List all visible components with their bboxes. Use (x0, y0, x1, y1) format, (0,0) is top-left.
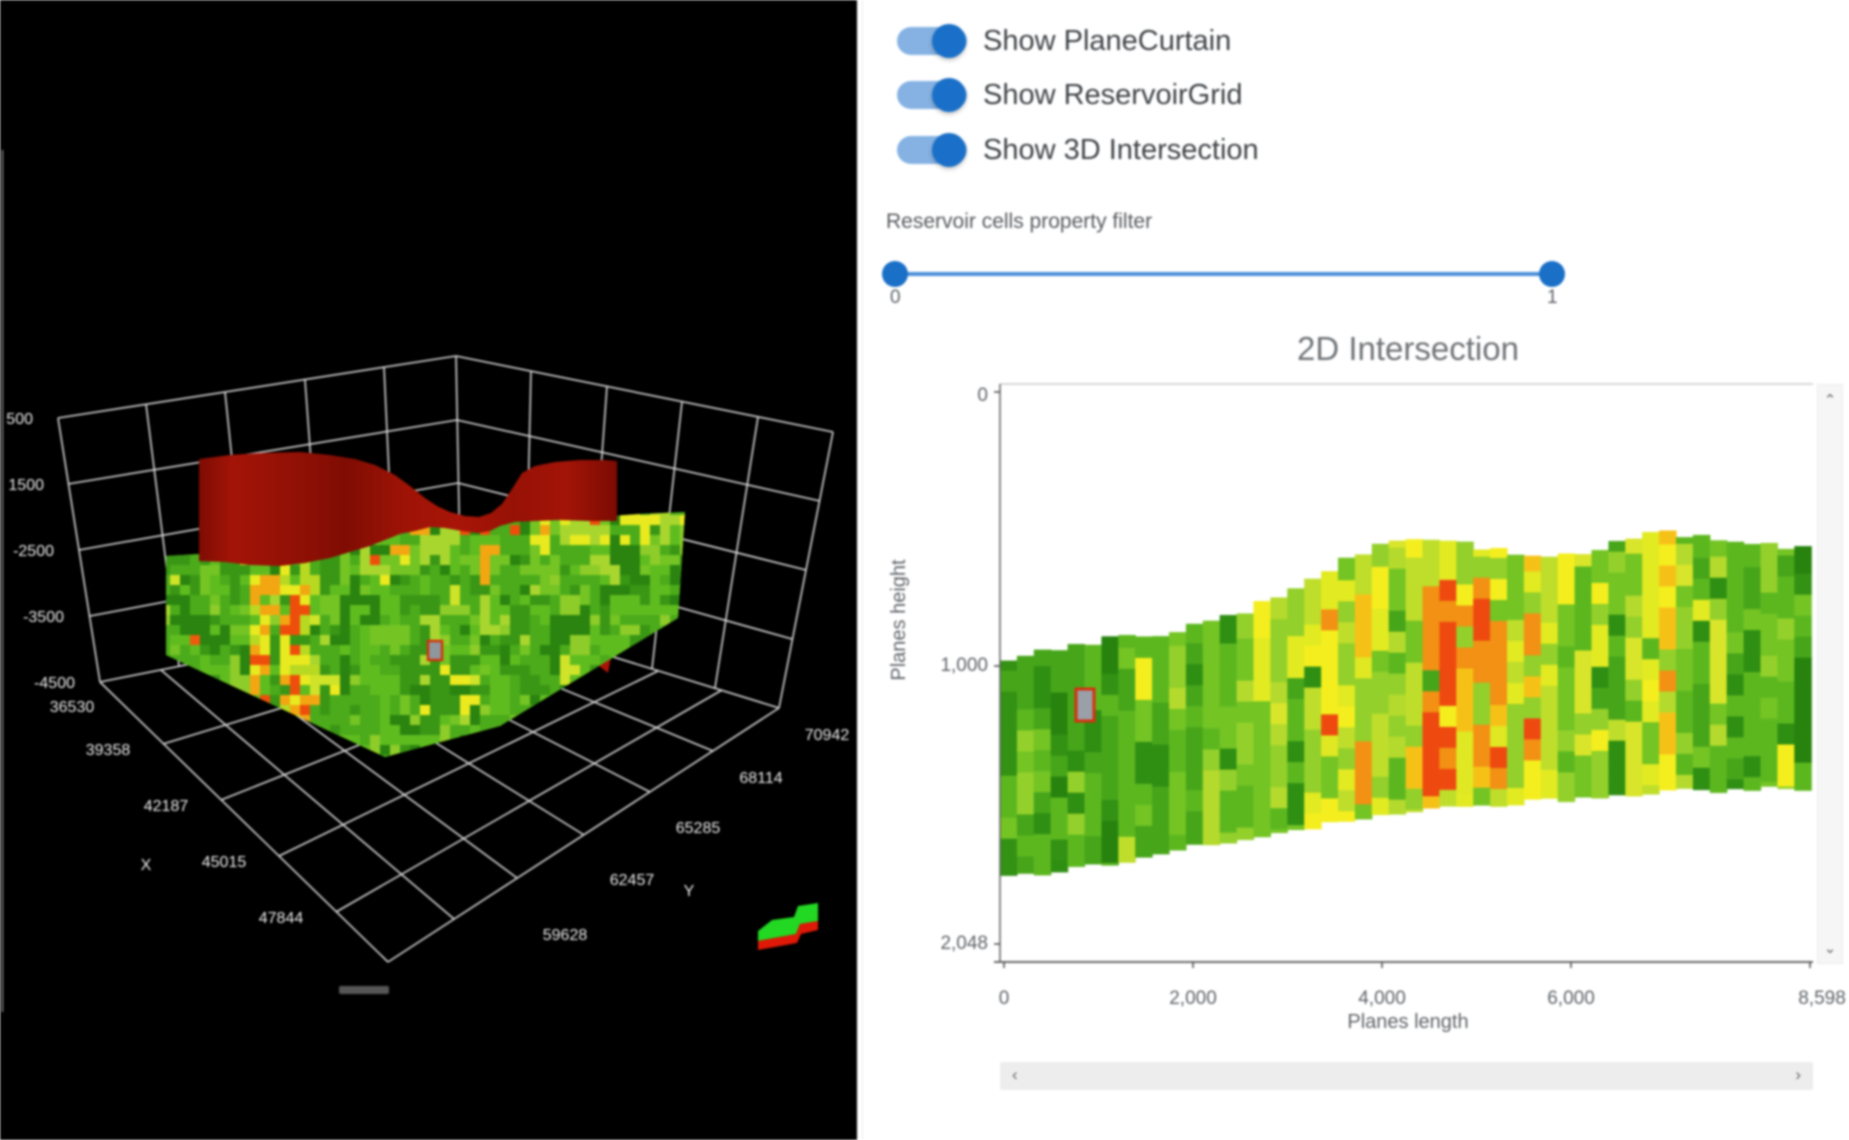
svg-text:59628: 59628 (543, 927, 588, 944)
svg-text:47844: 47844 (259, 910, 304, 927)
svg-text:68114: 68114 (739, 770, 782, 787)
svg-text:70942: 70942 (805, 727, 850, 744)
svg-text:-2500: -2500 (13, 543, 54, 560)
svg-text:1500: 1500 (8, 477, 44, 494)
svg-text:45015: 45015 (202, 854, 247, 871)
svg-text:39358: 39358 (86, 742, 131, 759)
svg-text:62457: 62457 (610, 872, 655, 889)
svg-text:65285: 65285 (676, 820, 721, 837)
svg-text:-3500: -3500 (23, 609, 64, 626)
svg-text:42187: 42187 (144, 798, 189, 815)
svg-text:500: 500 (6, 411, 33, 428)
svg-text:X: X (141, 857, 152, 874)
svg-text:Y: Y (684, 883, 695, 900)
svg-text:-4500: -4500 (34, 675, 75, 692)
svg-text:36530: 36530 (50, 699, 95, 716)
